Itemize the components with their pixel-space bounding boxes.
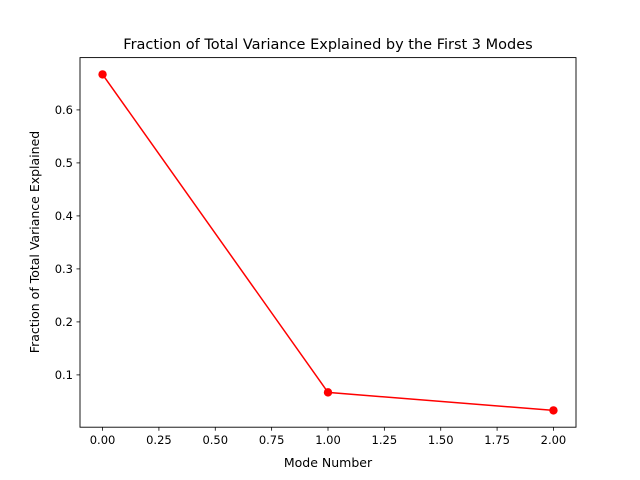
chart-title: Fraction of Total Variance Explained by …	[123, 37, 532, 53]
x-tick-label: 2.00	[541, 433, 567, 447]
data-point	[549, 406, 558, 415]
x-tick-label: 1.25	[372, 433, 398, 447]
y-tick-label: 0.3	[55, 262, 73, 276]
y-tick-label: 0.2	[55, 315, 73, 329]
x-tick-label: 1.50	[428, 433, 454, 447]
data-point	[98, 70, 107, 79]
y-tick-label: 0.1	[55, 368, 73, 382]
plot-area-frame	[79, 57, 577, 428]
y-tick-label: 0.4	[55, 209, 73, 223]
series-layer	[98, 70, 558, 415]
x-tick-label: 0.25	[146, 433, 172, 447]
series-line	[101, 73, 554, 412]
x-tick-label: 0.50	[202, 433, 228, 447]
x-tick-label: 1.00	[315, 433, 341, 447]
x-axis-ticks: 0.00 0.25 0.50 0.75 1.00 1.25 1.50 1.75 2.00	[90, 427, 567, 447]
x-tick-label: 1.75	[484, 433, 510, 447]
y-axis-label: Fraction of Total Variance Explained	[27, 131, 42, 353]
y-tick-label: 0.5	[55, 156, 73, 170]
x-axis-label: Mode Number	[284, 455, 373, 470]
data-point	[323, 388, 333, 397]
y-axis-ticks: 0.1 0.2 0.3 0.4 0.5 0.6	[55, 103, 80, 382]
y-tick-label: 0.6	[55, 103, 73, 117]
x-tick-label: 0.00	[90, 433, 116, 447]
x-tick-label: 0.75	[259, 433, 285, 447]
